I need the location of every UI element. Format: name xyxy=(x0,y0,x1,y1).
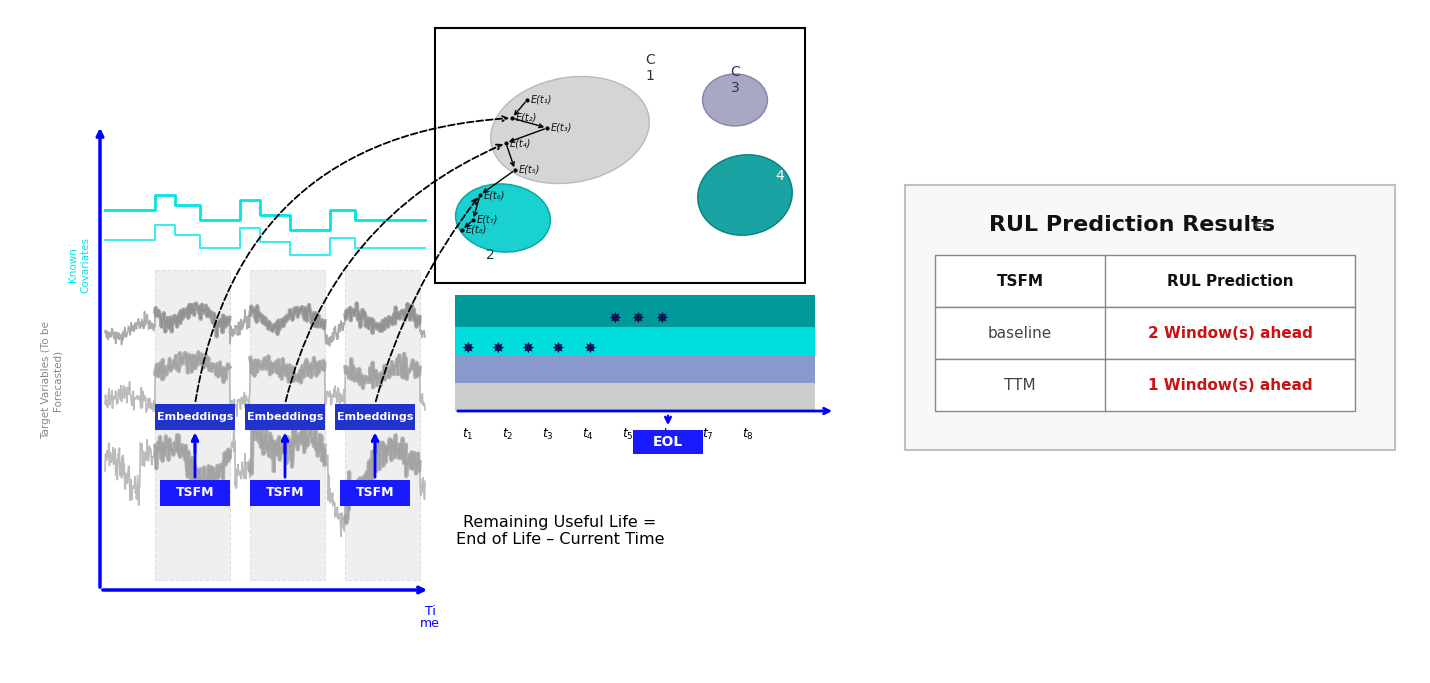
Text: TSFM: TSFM xyxy=(997,273,1044,288)
Text: ✸: ✸ xyxy=(609,311,622,326)
Text: C
1: C 1 xyxy=(645,53,655,83)
Text: Known
Covariates: Known Covariates xyxy=(69,237,90,293)
Bar xyxy=(435,28,805,283)
Text: ✸: ✸ xyxy=(522,341,535,355)
Text: ✸: ✸ xyxy=(583,341,596,355)
Text: $t_1$: $t_1$ xyxy=(462,427,473,442)
Ellipse shape xyxy=(456,184,551,252)
Text: $t_7$: $t_7$ xyxy=(702,427,714,442)
Bar xyxy=(935,307,1356,359)
Bar xyxy=(935,255,1356,307)
Text: $t_8$: $t_8$ xyxy=(742,427,754,442)
Text: E(t₆): E(t₆) xyxy=(483,190,505,200)
Bar xyxy=(250,270,325,580)
Ellipse shape xyxy=(490,76,649,184)
Bar xyxy=(154,404,235,430)
Text: ✸: ✸ xyxy=(462,341,475,355)
Text: 2 Window(s) ahead: 2 Window(s) ahead xyxy=(1147,326,1313,341)
Text: C
3: C 3 xyxy=(731,65,739,95)
Text: RUL Prediction Results: RUL Prediction Results xyxy=(990,215,1276,235)
Text: Target Variables (To be
Forecasted): Target Variables (To be Forecasted) xyxy=(41,321,63,439)
Bar xyxy=(905,185,1396,450)
Text: TSFM: TSFM xyxy=(176,486,214,499)
Bar xyxy=(455,383,815,411)
Text: TTM: TTM xyxy=(1004,378,1035,393)
Text: Ti: Ti xyxy=(425,605,436,618)
Text: 1 Window(s) ahead: 1 Window(s) ahead xyxy=(1148,378,1313,393)
Text: me: me xyxy=(420,617,440,630)
Text: ✸: ✸ xyxy=(492,341,505,355)
Text: Embeddings: Embeddings xyxy=(337,412,413,422)
Text: ✸: ✸ xyxy=(632,311,645,326)
Text: E(t₅): E(t₅) xyxy=(519,165,541,175)
Bar xyxy=(455,327,815,355)
Bar xyxy=(455,355,815,383)
Text: E(t₂): E(t₂) xyxy=(516,113,538,123)
Bar xyxy=(250,480,320,506)
Bar xyxy=(245,404,325,430)
Text: E(t₁): E(t₁) xyxy=(531,95,552,105)
Ellipse shape xyxy=(702,74,768,126)
Text: Embeddings: Embeddings xyxy=(157,412,233,422)
Bar xyxy=(455,295,815,327)
Text: 2: 2 xyxy=(486,248,495,262)
Text: RUL Prediction: RUL Prediction xyxy=(1167,273,1293,288)
Text: Remaining Useful Life =
End of Life – Current Time: Remaining Useful Life = End of Life – Cu… xyxy=(456,515,665,547)
Bar xyxy=(633,430,704,454)
Text: C
4: C 4 xyxy=(775,153,785,183)
Bar xyxy=(160,480,230,506)
Text: baseline: baseline xyxy=(988,326,1052,341)
Ellipse shape xyxy=(698,155,792,235)
Text: EOL: EOL xyxy=(654,435,684,449)
Text: ✸: ✸ xyxy=(552,341,565,355)
Text: $t_6$: $t_6$ xyxy=(662,427,674,442)
Bar xyxy=(335,404,415,430)
Text: $t_4$: $t_4$ xyxy=(582,427,593,442)
Bar xyxy=(345,270,420,580)
Text: TSFM: TSFM xyxy=(356,486,395,499)
Text: E(t₇): E(t₇) xyxy=(478,215,499,225)
Text: E(t₄): E(t₄) xyxy=(511,138,532,148)
Bar xyxy=(340,480,410,506)
Text: ⇔: ⇔ xyxy=(1253,216,1267,234)
Text: ✸: ✸ xyxy=(655,311,668,326)
Bar xyxy=(154,270,230,580)
Text: E(t₈): E(t₈) xyxy=(466,225,488,235)
Text: E(t₃): E(t₃) xyxy=(551,123,572,133)
Text: TSFM: TSFM xyxy=(266,486,305,499)
Text: $t_2$: $t_2$ xyxy=(502,427,513,442)
Text: $t_5$: $t_5$ xyxy=(622,427,633,442)
Bar xyxy=(935,359,1356,411)
Text: $t_3$: $t_3$ xyxy=(542,427,553,442)
Text: Embeddings: Embeddings xyxy=(247,412,323,422)
